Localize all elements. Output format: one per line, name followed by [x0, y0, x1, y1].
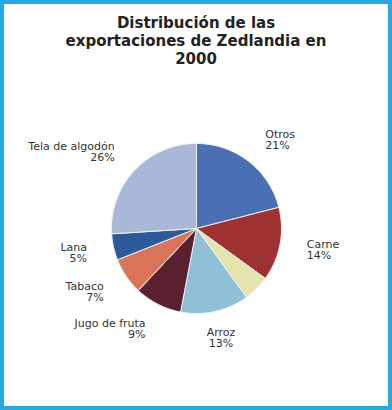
svg-text:Otros21%: Otros21%: [265, 128, 295, 152]
html-text:Distribución de las exportacio: Distribución de las exportaciones de Zed…: [65, 14, 327, 68]
svg-text:Arroz13%: Arroz13%: [207, 326, 236, 350]
svg-text:Carne14%: Carne14%: [307, 238, 340, 262]
svg-text:Lana5%: Lana5%: [60, 241, 87, 265]
svg-text:Jugo de fruta9%: Jugo de fruta9%: [73, 316, 145, 340]
svg-text:Tela de algodón26%: Tela de algodón26%: [27, 140, 114, 164]
svg-text:Tabaco7%: Tabaco7%: [65, 280, 104, 304]
